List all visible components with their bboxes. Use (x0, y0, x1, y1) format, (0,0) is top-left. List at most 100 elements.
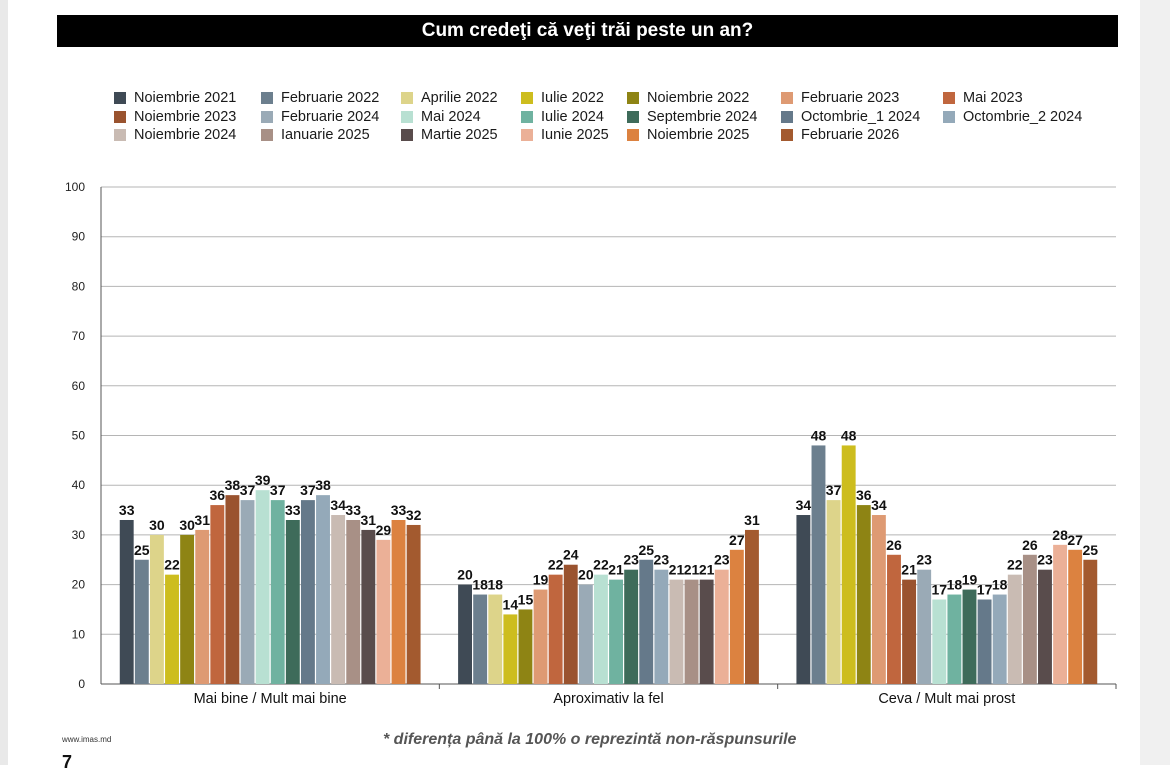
bar (841, 445, 856, 684)
data-label: 25 (638, 542, 654, 558)
data-label: 26 (886, 537, 902, 553)
legend-swatch (114, 129, 126, 142)
bar (346, 519, 361, 684)
data-label: 37 (300, 482, 316, 498)
data-label: 33 (119, 502, 135, 518)
bar (684, 579, 699, 684)
bar (270, 500, 285, 684)
data-label: 31 (744, 512, 760, 528)
data-label: 37 (826, 482, 842, 498)
legend-item: Septembrie 2024 (627, 108, 781, 127)
data-label: 17 (931, 582, 947, 598)
legend-item: Februarie 2026 (781, 126, 943, 145)
bar (594, 574, 608, 684)
data-label: 31 (194, 512, 210, 528)
category-label: Aproximativ la fel (553, 691, 663, 707)
bar (654, 569, 669, 684)
legend-item: Noiembrie 2023 (114, 108, 261, 127)
data-label: 23 (916, 552, 932, 568)
bar (391, 519, 406, 684)
legend-item: Octombrie_1 2024 (781, 108, 943, 127)
data-label: 25 (1082, 542, 1098, 558)
data-label: 27 (1067, 532, 1083, 548)
bar (225, 495, 240, 684)
bar (533, 589, 548, 684)
legend-item: Februarie 2023 (781, 89, 943, 108)
bar (699, 579, 714, 684)
data-label: 34 (796, 497, 812, 513)
legend-label: Noiembrie 2023 (134, 108, 237, 125)
bar (826, 500, 841, 684)
legend-swatch (401, 92, 413, 105)
data-label: 22 (164, 557, 180, 573)
bar (518, 609, 533, 684)
legend-swatch (114, 110, 126, 123)
legend-item: Noiembrie 2024 (114, 126, 261, 145)
data-label: 26 (1022, 537, 1038, 553)
bar (811, 445, 826, 684)
category-label: Ceva / Mult mai prost (878, 691, 1015, 707)
legend-label: Septembrie 2024 (647, 108, 758, 125)
legend-item: Iulie 2022 (521, 89, 627, 108)
bar (548, 574, 563, 684)
legend-swatch (521, 110, 533, 123)
legend-item: Noiembrie 2025 (627, 126, 781, 145)
legend-item: Noiembrie 2022 (627, 89, 781, 108)
bar (316, 495, 330, 684)
y-tick-label: 30 (72, 528, 86, 542)
bar (639, 559, 654, 684)
legend-swatch (943, 110, 955, 123)
legend-item: Iunie 2025 (521, 126, 627, 145)
legend-swatch (781, 92, 793, 105)
data-label: 18 (487, 577, 503, 593)
legend-swatch (627, 92, 639, 105)
legend-label: Ianuarie 2025 (281, 127, 370, 144)
bar (1022, 554, 1037, 684)
data-label: 14 (503, 596, 519, 612)
footer-url: www.imas.md (62, 735, 112, 744)
y-tick-label: 40 (72, 478, 86, 492)
legend-swatch (781, 129, 793, 142)
legend-swatch (261, 110, 273, 123)
data-label: 20 (578, 567, 594, 583)
bar (887, 554, 901, 684)
chart-legend: Noiembrie 2021 Februarie 2022 Aprilie 2022… (114, 89, 1114, 145)
legend-label: Mai 2023 (963, 90, 1023, 107)
data-label: 21 (669, 562, 685, 578)
bar (210, 505, 225, 684)
data-label: 23 (1037, 552, 1053, 568)
legend-label: Februarie 2026 (801, 127, 900, 144)
legend-label: Iunie 2025 (541, 127, 609, 144)
legend-item: Mai 2024 (401, 108, 521, 127)
bar (361, 529, 376, 684)
bar (1068, 549, 1083, 684)
data-label: 22 (548, 557, 564, 573)
bar (992, 594, 1007, 684)
data-label: 22 (593, 557, 609, 573)
bar (406, 524, 421, 684)
bar (1083, 559, 1098, 684)
category-label: Mai bine / Mult mai bine (194, 691, 347, 707)
legend-label: Octombrie_1 2024 (801, 108, 921, 125)
bar (1007, 574, 1022, 684)
data-label: 34 (330, 497, 346, 513)
bar (563, 564, 578, 684)
data-label: 19 (533, 572, 549, 588)
legend-label: Noiembrie 2024 (134, 127, 237, 144)
bar (180, 534, 195, 684)
data-label: 27 (729, 532, 745, 548)
y-tick-label: 10 (72, 627, 86, 641)
bar (488, 594, 503, 684)
data-label: 15 (518, 591, 534, 607)
legend-label: Iulie 2022 (541, 90, 604, 107)
data-label: 31 (361, 512, 377, 528)
bar (977, 599, 992, 684)
legend-swatch (401, 129, 413, 142)
data-label: 38 (225, 477, 241, 493)
legend-swatch (114, 92, 126, 105)
bar (578, 584, 593, 684)
data-label: 48 (811, 427, 827, 443)
legend-label: Februarie 2023 (801, 90, 900, 107)
y-tick-label: 90 (72, 230, 86, 244)
